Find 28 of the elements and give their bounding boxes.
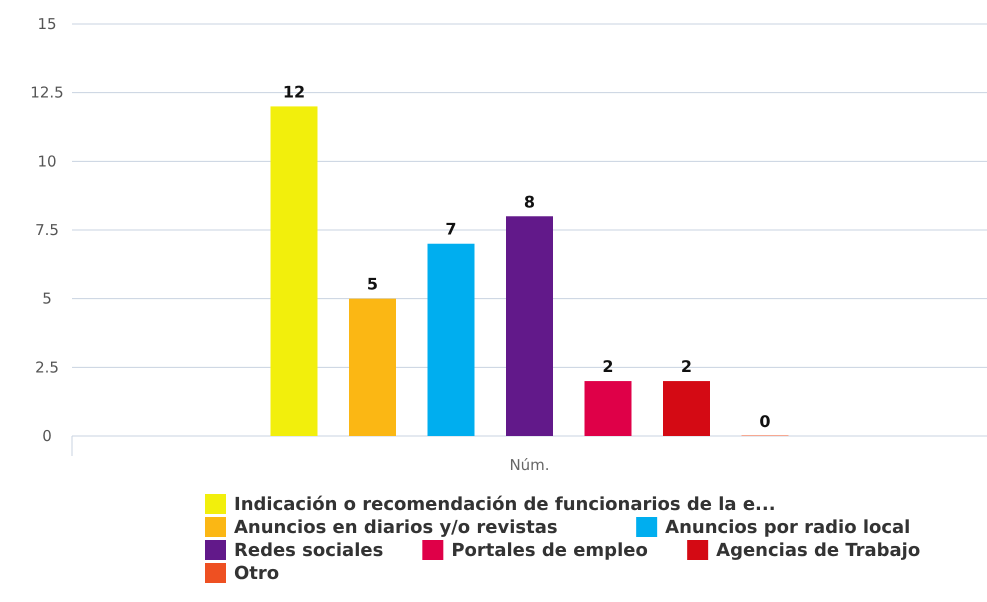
legend-label: Portales de empleo <box>451 540 648 561</box>
y-tick-label: 15 <box>37 15 57 33</box>
legend-label: Otro <box>234 563 280 584</box>
bar <box>428 244 474 436</box>
data-label: 12 <box>282 82 306 102</box>
y-tick-label: 7.5 <box>35 221 59 239</box>
data-label: 5 <box>366 274 378 294</box>
x-tick-label: Núm. <box>509 456 550 474</box>
data-label: 2 <box>602 357 614 376</box>
y-tick-label: 5 <box>42 290 52 308</box>
y-tick-label: 0 <box>42 427 52 445</box>
bar <box>506 216 553 436</box>
bar <box>349 298 396 436</box>
bar <box>270 106 318 436</box>
y-tick-label: 10 <box>37 152 57 170</box>
legend-label: Anuncios en diarios y/o revistas <box>234 517 558 538</box>
y-tick-label: 12.5 <box>30 84 64 102</box>
data-label: 0 <box>759 412 771 431</box>
legend-label: Agencias de Trabajo <box>716 540 920 561</box>
bar <box>584 381 632 436</box>
data-label: 7 <box>445 220 457 239</box>
data-label: 2 <box>680 357 692 376</box>
legend-label: Anuncios por radio local <box>665 517 910 538</box>
y-tick-label: 2.5 <box>35 358 59 376</box>
legend-label: Redes sociales <box>234 540 384 561</box>
data-label: 8 <box>524 192 536 212</box>
bar <box>663 381 710 436</box>
legend-label: Indicación o recomendación de funcionarios de la e... <box>234 494 776 515</box>
